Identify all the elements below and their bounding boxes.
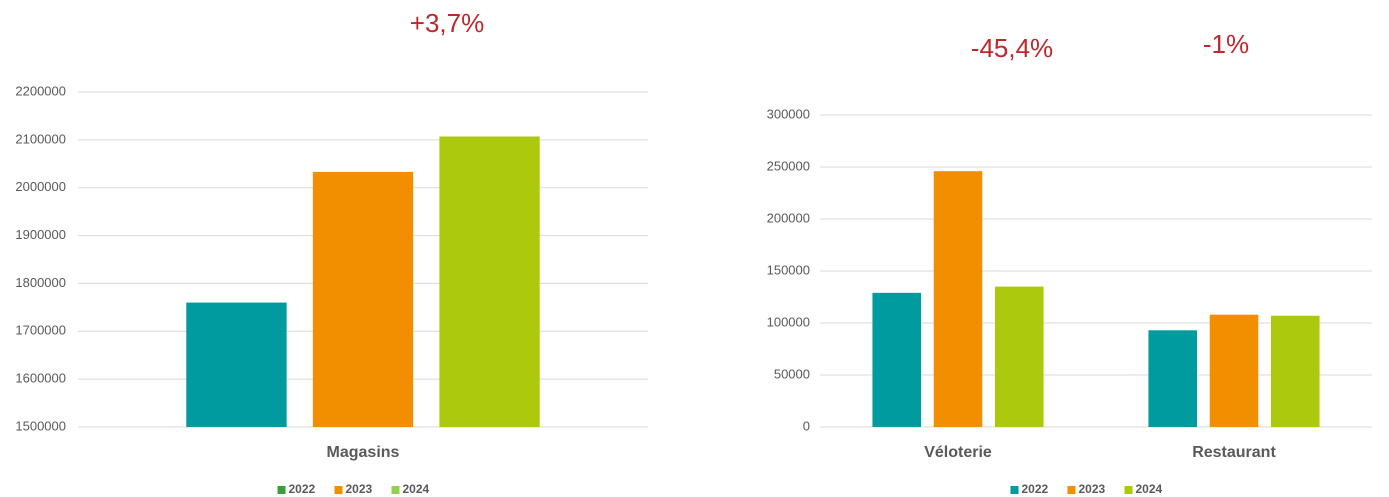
bar <box>1270 315 1320 427</box>
annotation: +3,7% <box>410 8 484 38</box>
bar <box>933 171 983 427</box>
y-tick-label: 200000 <box>767 210 810 225</box>
y-tick-label: 2000000 <box>15 179 66 194</box>
legend-label: 2022 <box>289 482 316 496</box>
y-tick-label: 1800000 <box>15 275 66 290</box>
bar <box>439 136 540 427</box>
bar <box>1209 314 1259 427</box>
annotation: -1% <box>1203 29 1249 59</box>
legend-label: 2022 <box>1022 482 1049 496</box>
y-tick-label: 1900000 <box>15 227 66 242</box>
y-tick-label: 1700000 <box>15 323 66 338</box>
bar <box>994 286 1044 427</box>
legend-label: 2024 <box>403 482 430 496</box>
y-tick-label: 2200000 <box>15 83 66 98</box>
y-tick-label: 300000 <box>767 106 810 121</box>
legend-swatch <box>277 486 286 494</box>
annotation: -45,4% <box>971 33 1053 63</box>
y-tick-label: 50000 <box>774 366 810 381</box>
x-tick-label: Magasins <box>327 444 400 461</box>
y-tick-label: 0 <box>803 418 810 433</box>
y-tick-label: 100000 <box>767 314 810 329</box>
legend-swatch <box>1124 486 1133 494</box>
y-tick-label: 2100000 <box>15 131 66 146</box>
bar <box>1148 330 1198 427</box>
legend-label: 2023 <box>1079 482 1106 496</box>
legend-label: 2024 <box>1136 482 1163 496</box>
bar <box>186 302 287 427</box>
y-tick-label: 150000 <box>767 262 810 277</box>
bar <box>312 171 414 427</box>
legend-swatch <box>1010 486 1019 494</box>
x-tick-label: Restaurant <box>1192 444 1276 461</box>
legend-label: 2023 <box>346 482 373 496</box>
legend-swatch <box>334 486 343 494</box>
legend-swatch <box>1067 486 1076 494</box>
x-tick-label: Véloterie <box>924 444 992 461</box>
y-tick-label: 250000 <box>767 158 810 173</box>
bar <box>872 292 922 427</box>
y-tick-label: 1500000 <box>15 418 66 433</box>
y-tick-label: 1600000 <box>15 371 66 386</box>
legend-swatch <box>391 486 400 494</box>
